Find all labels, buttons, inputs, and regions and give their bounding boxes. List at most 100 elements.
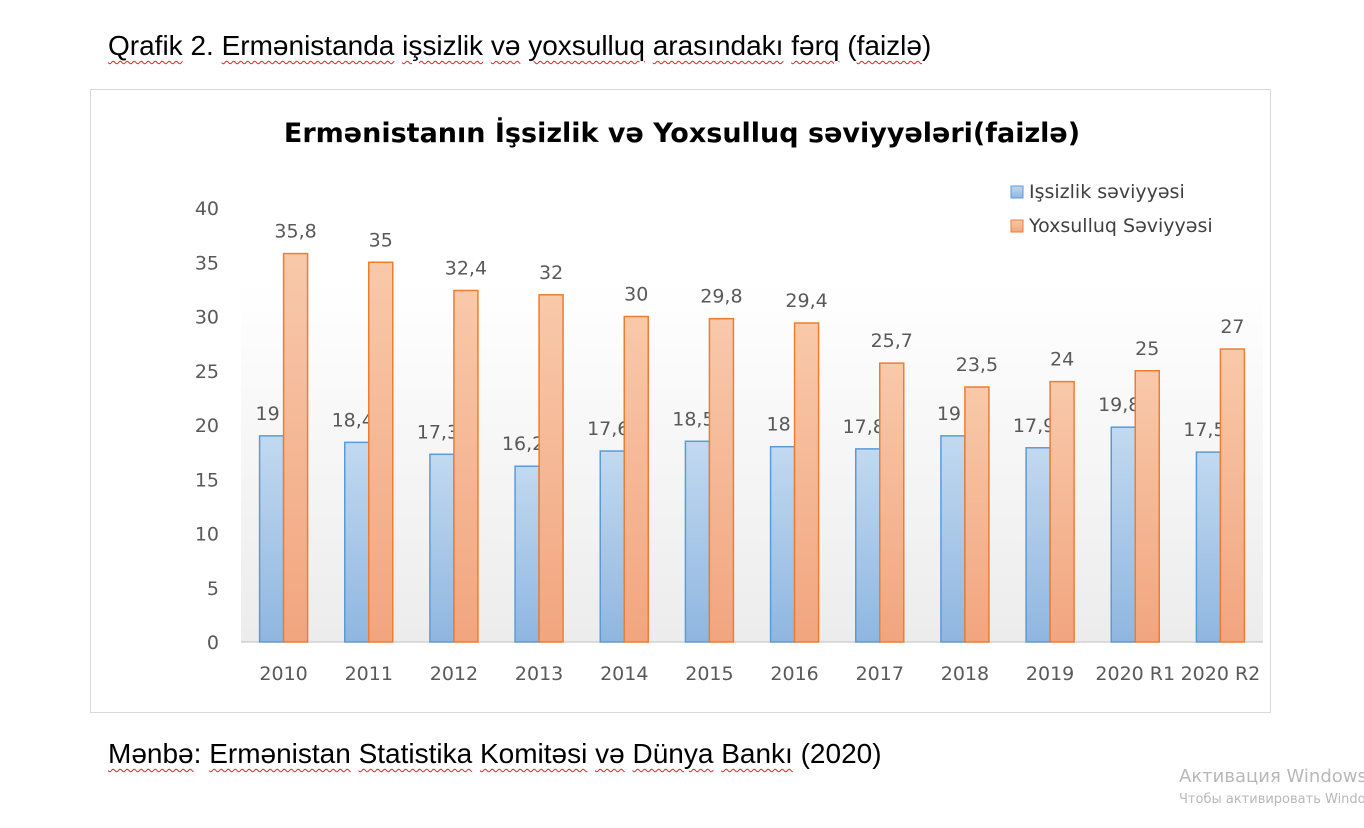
caption-word: işsizlik [402,30,484,61]
x-tick-label: 2017 [856,663,904,685]
caption-word: Ermənistanda [221,30,395,61]
caption-word: ( [839,30,857,61]
y-tick-label: 20 [195,415,219,437]
x-tick-label: 2020 R1 [1095,663,1175,685]
poverty-bar [282,252,309,643]
y-tick-label: 0 [207,632,219,654]
data-label: 17,3 [417,421,459,443]
source-word: Ermənistan [209,738,351,769]
poverty-bar [964,386,990,643]
poverty-bar [623,315,649,643]
source-word [625,738,633,769]
source-word [587,738,595,769]
x-tick-label: 2020 R2 [1181,663,1261,685]
caption-word [394,30,402,61]
x-tick-label: 2014 [600,663,648,685]
data-label: 24 [1050,349,1074,371]
data-label: 32 [539,262,563,284]
data-label: 18,5 [672,408,714,430]
source-word: Mənbə [108,738,194,769]
poverty-bar [1219,348,1246,643]
unemployment-bar [258,435,285,643]
poverty-bar [368,261,394,643]
caption-word: ) [921,30,932,61]
y-tick-label: 40 [195,198,219,220]
bar-chart: Ermənistanın İşsizlik və Yoxsulluq səviy… [195,117,1263,685]
data-label: 35 [369,229,393,251]
legend-swatch [1010,219,1024,233]
poverty-bar [879,362,905,643]
data-label: 18 [766,414,790,436]
source-note: Mənbə: Ermənistan Statistika Komitəsi və… [108,738,882,770]
legend-swatch [1010,185,1024,199]
poverty-bar [1134,370,1160,643]
unemployment-bar [344,441,370,643]
source-word: Statistika [358,738,473,769]
data-label: 19 [937,403,961,425]
unemployment-bar [855,448,881,643]
data-label: 18,4 [332,409,374,431]
figure-caption: Qrafik 2. Ermənistanda işsizlik və yoxsu… [108,30,931,62]
caption-word [483,30,491,61]
plot-background [241,280,1263,642]
y-tick-label: 35 [195,252,219,274]
unemployment-bar [769,445,796,643]
data-label: 17,6 [587,418,629,440]
poverty-bar [1049,380,1075,643]
x-tick-label: 2011 [345,663,393,685]
unemployment-bar [1110,426,1136,643]
unemployment-bar [429,453,455,643]
data-label: 35,8 [274,221,316,243]
watermark-title: Активация Windows [1179,766,1364,787]
caption-word: faizlə [856,30,922,61]
data-label: 23,5 [956,354,998,376]
unemployment-bar [599,450,625,643]
data-label: 30 [624,284,648,306]
watermark-subtitle: Чтобы активировать Windows [1179,792,1364,807]
y-tick-label: 5 [207,578,219,600]
unemployment-bar [940,435,966,643]
data-label: 17,5 [1183,419,1225,441]
x-tick-label: 2019 [1026,663,1074,685]
data-label: 32,4 [445,257,487,279]
data-label: 25 [1135,338,1159,360]
x-tick-label: 2010 [259,663,307,685]
source-word: Dünya [632,738,714,769]
source-word: Bankı [721,738,793,769]
source-word: : [193,738,210,769]
poverty-bar [453,289,479,643]
caption-word: 2. [182,30,222,61]
source-word [351,738,359,769]
caption-word: Qrafik [108,30,183,61]
unemployment-bar [514,465,540,643]
source-word: və [595,738,625,769]
data-label: 27 [1220,316,1244,338]
caption-word: fərq [791,30,840,61]
caption-word: yoxsulluq [528,30,645,61]
unemployment-bar [684,440,711,643]
data-label: 25,7 [871,330,913,352]
source-word [472,738,480,769]
x-tick-label: 2016 [770,663,818,685]
y-tick-label: 25 [195,361,219,383]
data-label: 29,4 [785,290,827,312]
source-word: (2020) [792,738,882,769]
data-label: 19 [255,403,279,425]
caption-word: və [490,30,521,61]
data-label: 16,2 [502,433,544,455]
caption-word: arasındakı [652,30,784,61]
legend-label: Yoxsulluq Səviyyəsi [1028,215,1213,237]
caption-word [645,30,653,61]
x-tick-label: 2013 [515,663,563,685]
source-word: Komitəsi [479,738,588,769]
legend-label: Işsizlik səviyyəsi [1029,181,1185,203]
chart-title: Ermənistanın İşsizlik və Yoxsulluq səviy… [284,117,1080,149]
unemployment-bar [1195,451,1222,643]
data-label: 17,9 [1013,415,1055,437]
x-tick-label: 2018 [941,663,989,685]
y-tick-label: 30 [195,307,219,329]
unemployment-bar [1025,447,1051,643]
x-tick-label: 2012 [430,663,478,685]
x-tick-label: 2015 [685,663,733,685]
poverty-bar [793,322,820,643]
